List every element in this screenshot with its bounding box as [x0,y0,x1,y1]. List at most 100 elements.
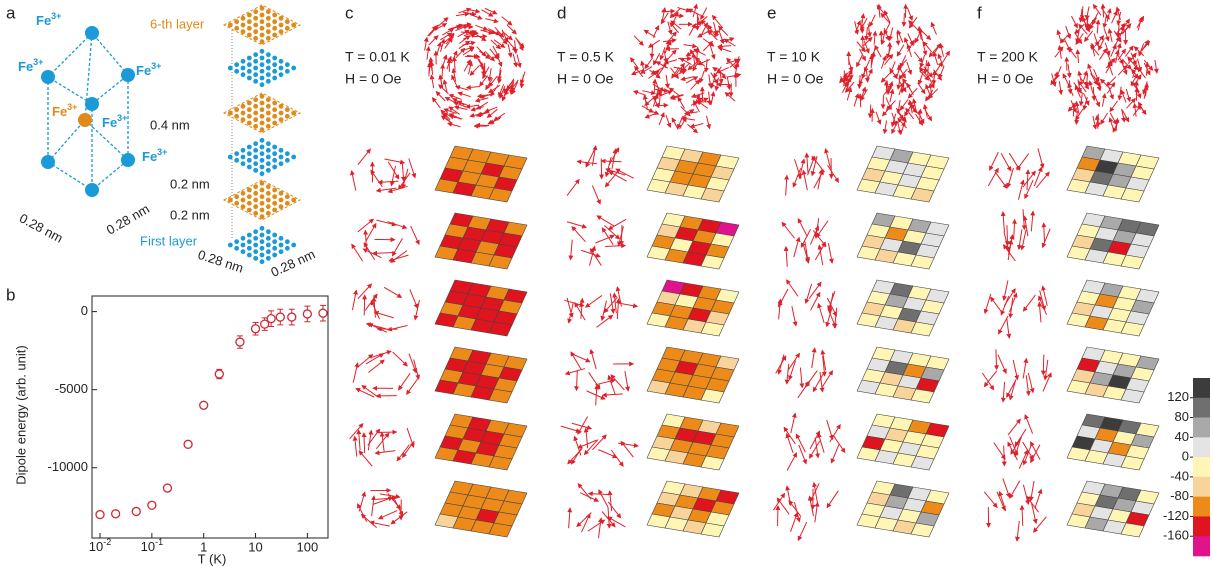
spin-arrow [671,66,680,79]
colorbar-bin [1193,476,1210,497]
spin-arrow [480,29,494,35]
spin-arrow [377,179,399,185]
spin-arrow [1064,39,1071,53]
spin-arrow [701,22,708,35]
layer-atom [265,103,271,109]
heatmap-cell [910,254,935,270]
spin-arrow [1003,288,1016,307]
heatmap-cell [488,455,513,471]
x-axis-label: T (K) [198,551,227,566]
spin-arrow [1106,76,1117,87]
dimension-label: 0.4 nm [150,117,190,132]
spin-arrow [490,84,499,97]
spin-arrow [797,521,808,542]
spin-arrow [608,171,627,182]
spin-arrow [905,107,915,120]
heatmap-cell [488,187,513,203]
layer-atom [253,197,259,203]
spin-arrow [817,432,825,453]
layer-atom [246,62,252,68]
layer-atom [272,194,278,200]
spin-arrow [1031,503,1038,525]
spin-arrow [1032,516,1047,533]
spin-arrow [1021,209,1027,231]
spin-arrow [376,429,398,435]
heatmap-cell [1120,522,1145,538]
spin-arrow [795,433,806,453]
spin-arrow [913,51,923,63]
x-tick-label-sup: -1 [155,537,163,547]
spin-arrow [1022,170,1036,188]
layer-atom [265,249,271,255]
layer-atom [284,239,290,245]
spin-arrow [452,98,465,106]
y-tick-label: 0 [81,303,88,318]
spin-arrow [648,70,660,79]
layer-atom [246,151,252,157]
colorbar-bin [1193,378,1210,399]
dimension-label: 0.28 nm [196,247,245,276]
layer-atom [278,65,284,71]
spin-arrow [910,103,920,115]
spin-arrow [589,247,602,266]
spin-arrow [804,283,813,305]
layer-atom [240,154,246,160]
spin-arrow [712,66,722,79]
layer-atom [259,100,265,106]
layer-atom [272,19,278,25]
data-point [266,313,276,324]
spin-arrow [361,385,379,398]
spin-arrow [860,88,868,102]
layer-atom [265,190,271,196]
spin-arrow [516,54,522,69]
spin-arrow [1098,38,1105,51]
spin-arrow [676,116,684,130]
layer-atom [284,245,290,251]
spin-arrow [869,14,876,28]
spin-arrow [887,80,894,95]
spin-arrow [906,61,913,76]
layer-atom [246,157,252,163]
spin-arrow [484,51,495,62]
spin-arrow [376,219,397,227]
data-point [275,312,285,322]
layer-atom [253,52,259,58]
spin-arrow [455,24,469,32]
spin-arrow [699,70,706,84]
spin-arrow [925,61,931,76]
spin-arrow [1100,112,1109,125]
layer-atom [253,72,259,78]
spin-arrow [624,370,631,392]
layer-atom [253,29,259,35]
spin-arrow [605,243,627,249]
spin-arrow [784,174,790,196]
spin-arrow [604,156,612,178]
heatmap-cell [910,455,935,471]
dimension-label: 0.28 nm [104,201,152,237]
spin-arrow [802,243,810,264]
spin-arrow [667,21,673,36]
spin-arrow [595,234,615,244]
spin-arrow [821,370,834,389]
spin-arrow [566,297,574,319]
spin-arrow [925,83,932,98]
spin-arrow [895,107,904,121]
data-point [302,309,313,319]
ion-label: Fe3+ [52,102,77,119]
spin-arrow [586,390,606,400]
heatmap-cell [910,321,935,337]
spin-arrow [373,496,394,505]
layer-atom [291,65,297,71]
layer-atom [272,120,278,126]
spin-arrow [370,300,381,320]
colorbar-bin [1193,496,1210,517]
layer-atom [253,15,259,21]
layer-atom [259,151,265,157]
spin-arrow [923,60,929,75]
spin-arrow [1093,94,1101,108]
spin-arrow [1108,86,1115,100]
layer-atom [253,204,259,210]
spin-arrow [466,8,481,14]
layer-atom [259,259,265,265]
field-label: H = 0 Oe [977,71,1034,87]
